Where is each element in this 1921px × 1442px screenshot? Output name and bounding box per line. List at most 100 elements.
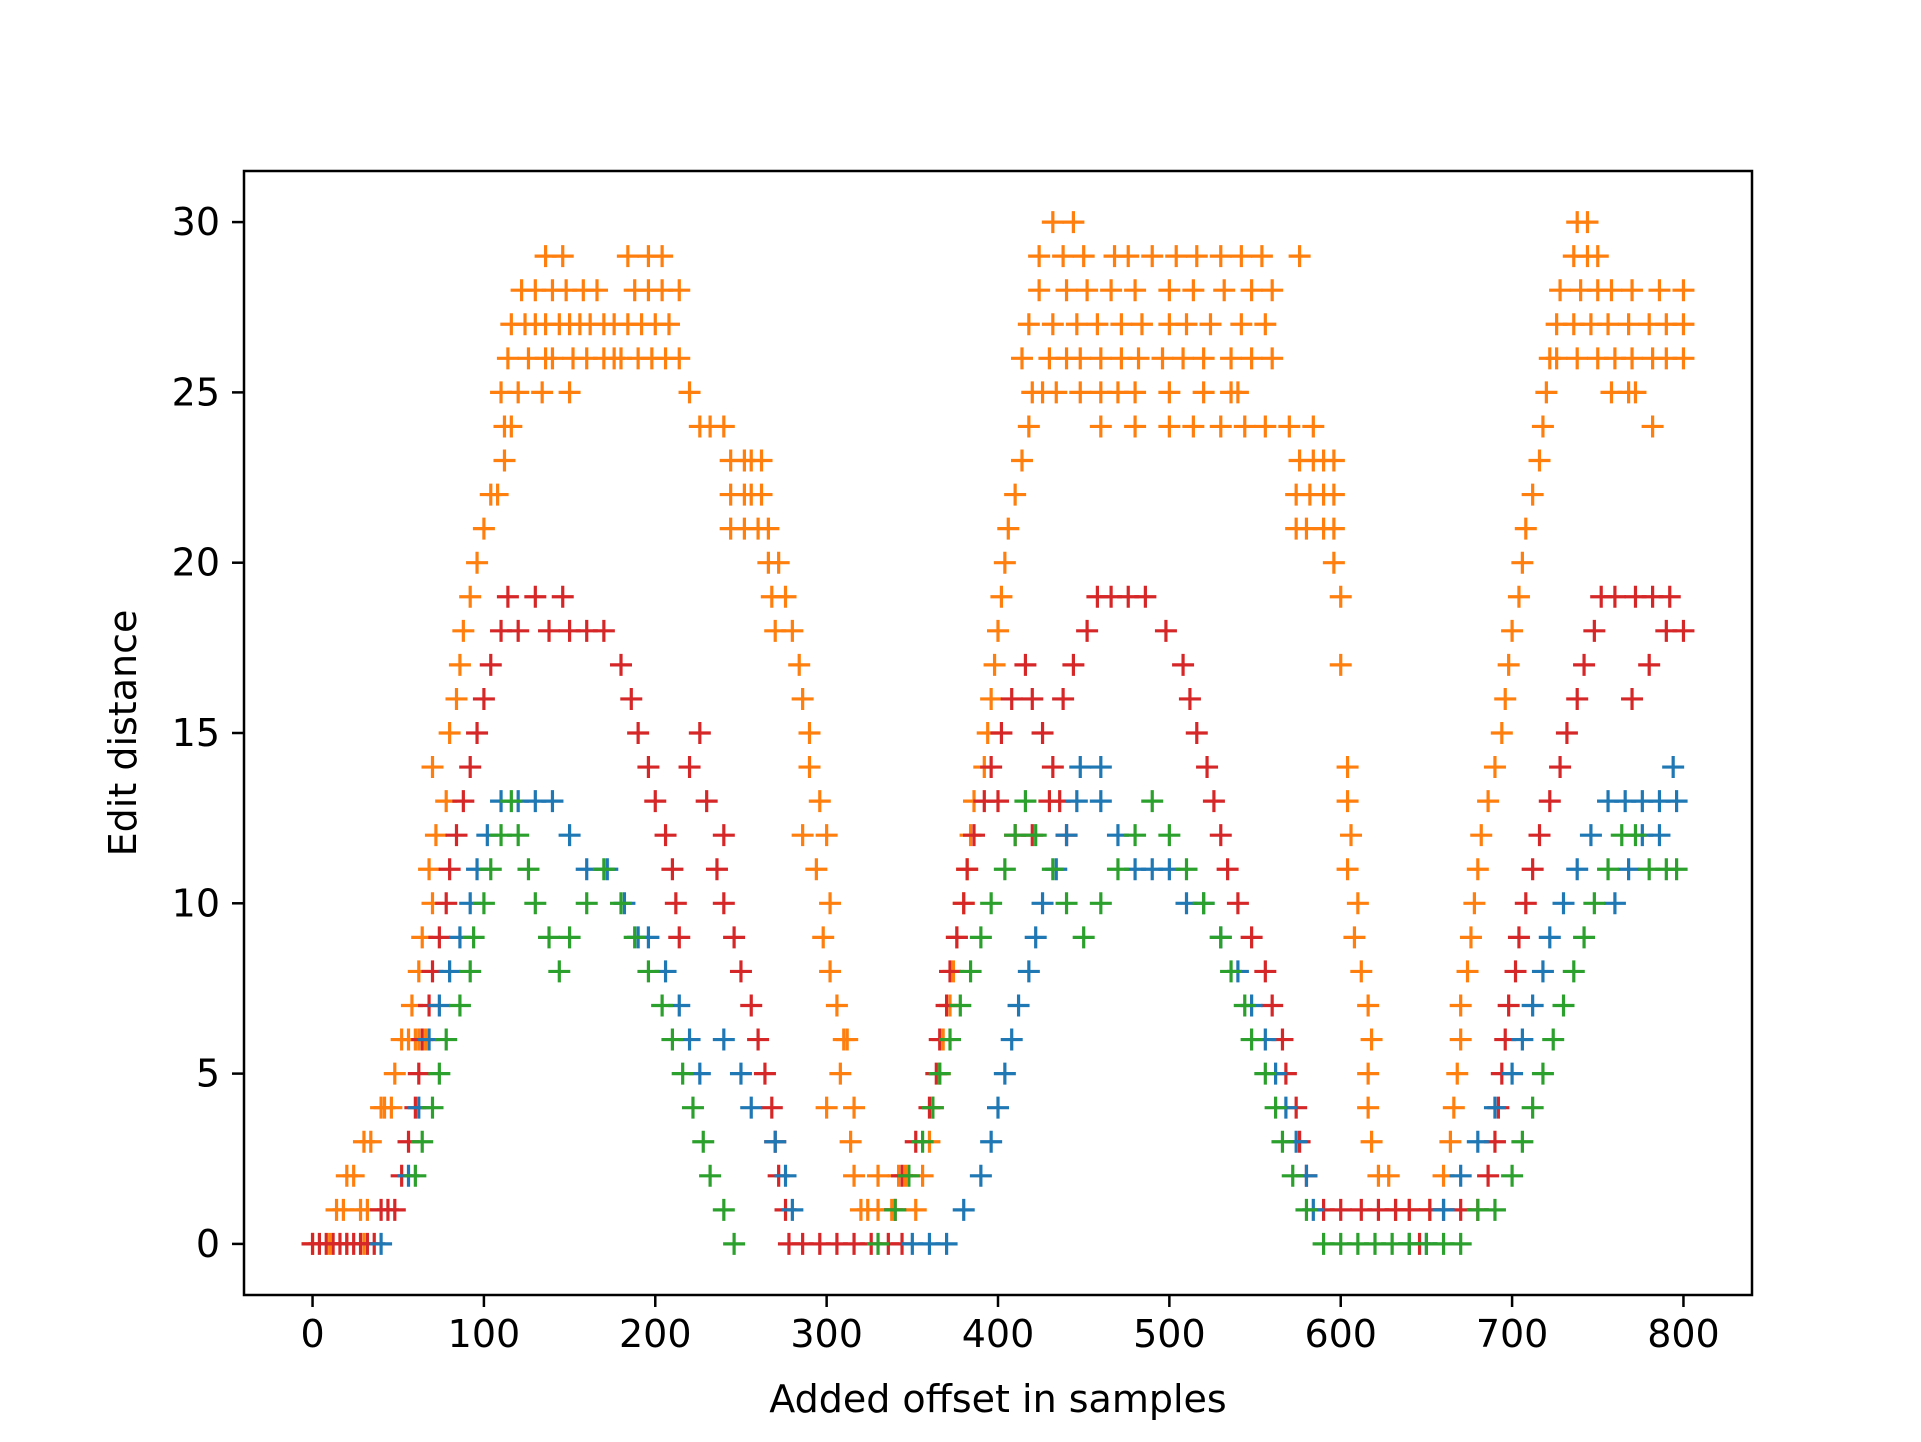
data-point	[1199, 313, 1222, 336]
data-point	[1021, 687, 1044, 710]
data-point	[692, 1130, 715, 1153]
data-point	[438, 722, 461, 744]
data-point	[1031, 722, 1054, 744]
data-point	[551, 585, 574, 608]
data-point	[1672, 347, 1695, 370]
data-point	[1597, 858, 1620, 881]
data-point	[1494, 687, 1517, 710]
data-point	[1302, 415, 1325, 438]
data-point	[1655, 619, 1678, 642]
data-point	[897, 1164, 920, 1187]
data-point	[1617, 858, 1640, 881]
data-point	[575, 892, 598, 915]
data-point	[1261, 279, 1284, 302]
data-point	[1230, 245, 1253, 268]
data-point	[538, 926, 561, 949]
data-point	[1538, 790, 1561, 813]
data-point	[1031, 892, 1054, 915]
data-point	[1477, 1164, 1500, 1187]
data-point	[1069, 756, 1092, 779]
data-point	[342, 1164, 365, 1187]
data-point	[548, 960, 571, 983]
data-point	[1566, 687, 1589, 710]
data-point	[1552, 892, 1575, 915]
data-point	[1045, 381, 1068, 404]
data-point	[1490, 722, 1513, 744]
data-point	[1617, 313, 1640, 336]
data-point	[637, 960, 660, 983]
x-axis-label: Added offset in samples	[769, 1377, 1226, 1421]
y-tick-label: 20	[172, 541, 220, 585]
data-point	[541, 347, 564, 370]
data-point	[980, 756, 1003, 779]
data-point	[472, 892, 495, 915]
data-point	[1501, 619, 1524, 642]
data-point	[1254, 415, 1277, 438]
data-point	[791, 687, 814, 710]
data-point	[1041, 313, 1064, 336]
data-point	[1158, 824, 1181, 847]
data-point	[479, 653, 502, 676]
data-point	[620, 687, 643, 710]
data-point	[695, 790, 718, 813]
data-point	[1542, 1028, 1565, 1051]
data-point	[654, 824, 677, 847]
data-point	[1555, 722, 1578, 744]
data-point	[668, 347, 691, 370]
data-point	[1360, 1028, 1383, 1051]
data-point	[531, 381, 554, 404]
data-point	[688, 722, 711, 744]
data-point	[867, 1164, 890, 1187]
data-point	[987, 619, 1009, 642]
data-point	[1322, 551, 1345, 574]
data-point	[1329, 1198, 1352, 1221]
data-point	[1295, 1198, 1318, 1221]
data-point	[1449, 994, 1472, 1017]
data-point	[524, 892, 547, 915]
data-point	[1134, 585, 1157, 608]
data-point	[380, 1096, 403, 1119]
data-point	[1357, 994, 1380, 1017]
data-point	[1065, 313, 1088, 336]
data-point	[928, 1062, 951, 1085]
data-point	[705, 858, 728, 881]
data-point	[1055, 824, 1078, 847]
data-point	[1281, 1164, 1304, 1187]
data-point	[1209, 245, 1232, 268]
data-point	[496, 585, 519, 608]
data-point	[507, 619, 530, 642]
data-point	[1329, 653, 1352, 676]
data-point	[1514, 517, 1537, 540]
data-point	[466, 551, 489, 574]
data-point	[1501, 1062, 1524, 1085]
data-point	[1497, 994, 1520, 1017]
data-point	[479, 858, 502, 881]
data-point	[723, 926, 746, 949]
data-point	[1154, 619, 1177, 642]
data-point	[1573, 926, 1596, 949]
data-point	[517, 858, 540, 881]
data-point	[1497, 653, 1520, 676]
y-tick-label: 25	[172, 370, 220, 414]
data-point	[963, 824, 986, 847]
data-point	[1658, 585, 1681, 608]
data-point	[1192, 347, 1215, 370]
data-point	[1662, 756, 1685, 779]
data-point	[1538, 926, 1561, 949]
data-point	[1583, 892, 1606, 915]
data-point	[1398, 1198, 1421, 1221]
data-point	[678, 381, 701, 404]
series-2	[370, 756, 1688, 1255]
data-point	[445, 824, 468, 847]
data-point	[1271, 1130, 1294, 1153]
data-point	[1250, 245, 1273, 268]
data-point	[383, 1198, 406, 1221]
data-point	[1089, 892, 1112, 915]
data-point	[668, 926, 691, 949]
data-point	[1336, 756, 1359, 779]
data-point	[993, 1062, 1016, 1085]
data-point	[507, 381, 530, 404]
data-point	[1158, 415, 1181, 438]
data-point	[1141, 245, 1164, 268]
